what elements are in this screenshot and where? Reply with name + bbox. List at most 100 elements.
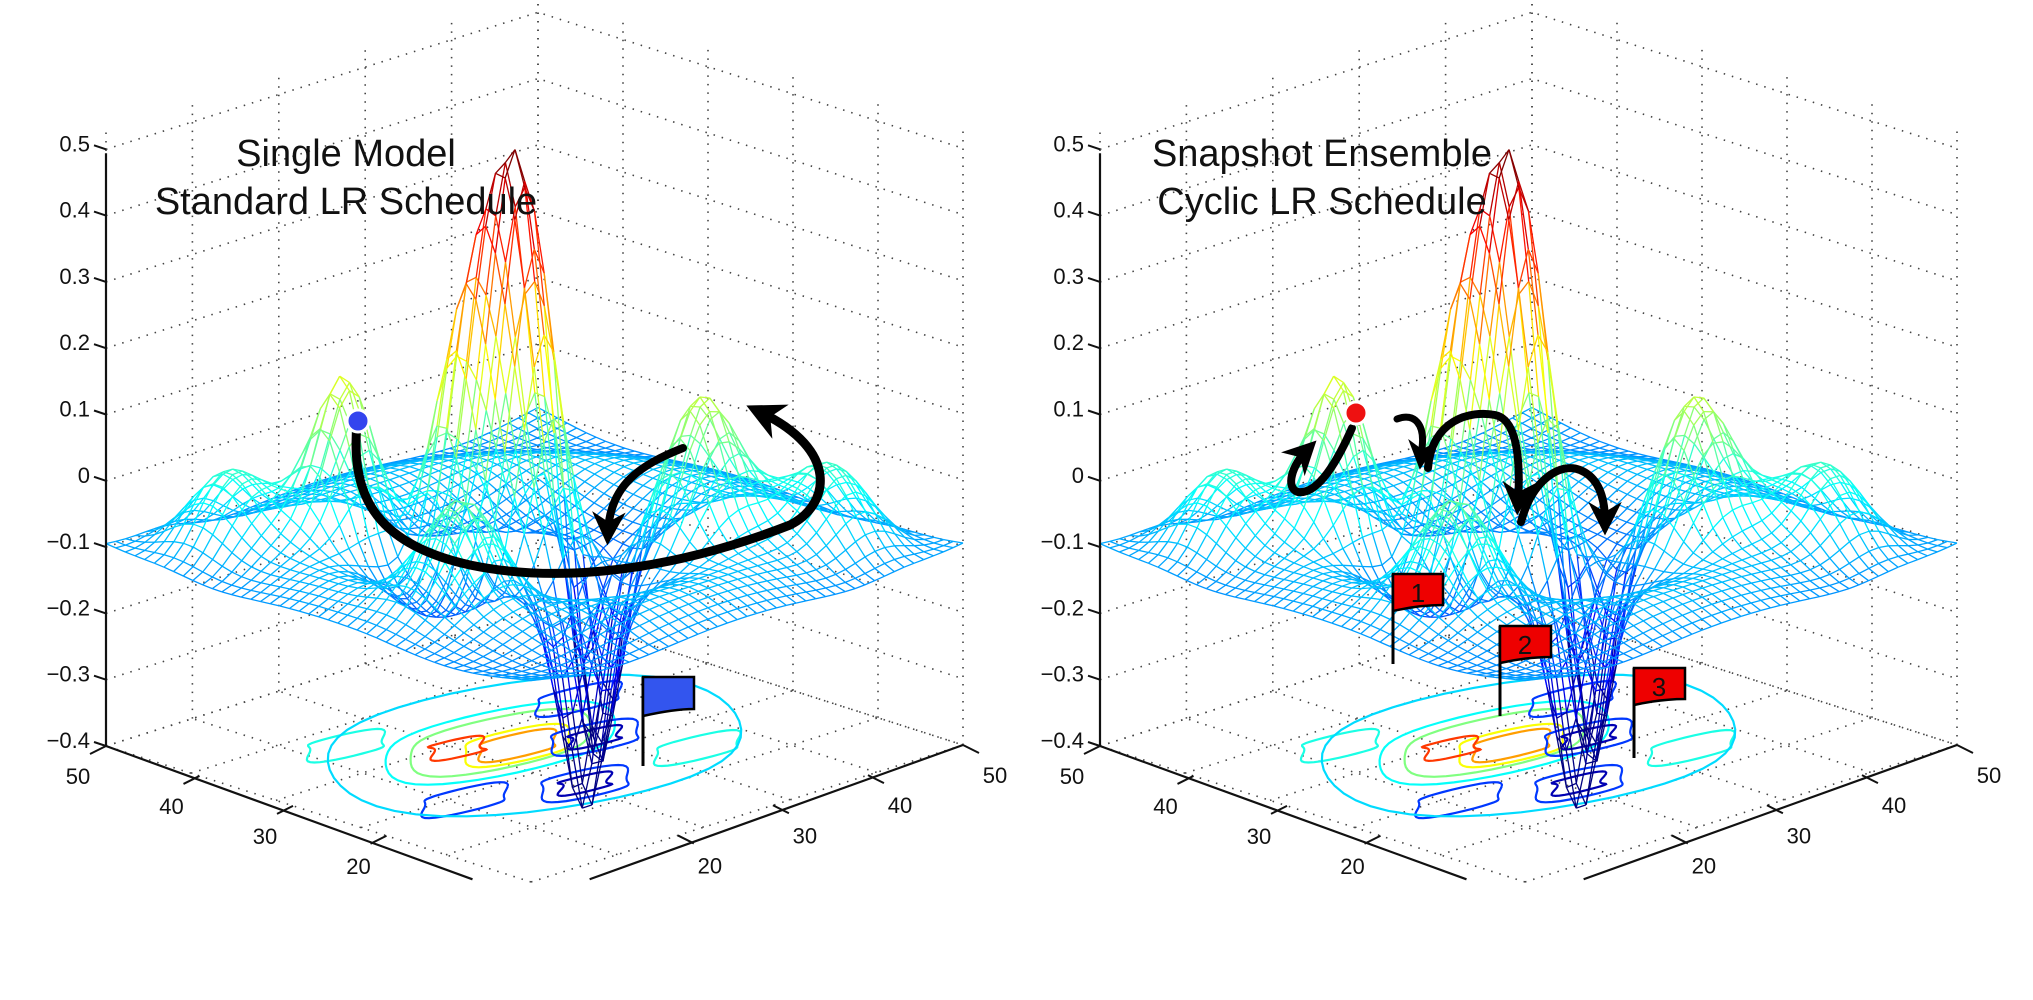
mesh-edge (504, 261, 516, 337)
mesh-edge (708, 576, 719, 582)
mesh-edge (279, 595, 290, 600)
mesh-edge (309, 506, 321, 523)
mesh-edge (687, 626, 699, 635)
mesh-edge (836, 481, 847, 486)
mesh-edge (593, 493, 605, 504)
mesh-edge (613, 466, 625, 473)
mesh-edge (787, 473, 798, 485)
mesh-edge (572, 475, 584, 515)
mesh-edge (182, 566, 194, 577)
mesh-edge (398, 508, 410, 519)
mesh-edge (1636, 477, 1648, 487)
mesh-edge (924, 536, 935, 541)
mesh-edge (594, 459, 605, 465)
mesh-edge (356, 629, 368, 635)
mesh-edge (525, 521, 536, 528)
mesh-edge (1364, 475, 1375, 480)
mesh-edge (240, 589, 252, 598)
mesh-edge (348, 579, 359, 584)
mesh-edge (1521, 427, 1532, 434)
mesh-edge (768, 494, 779, 499)
mesh-edge (622, 493, 634, 505)
mesh-edge (1560, 432, 1571, 439)
mesh-edge (309, 583, 320, 588)
mesh-edge (456, 361, 468, 439)
mesh-edge (202, 571, 213, 578)
mesh-edge (192, 571, 204, 581)
mesh-edge (747, 582, 758, 587)
mesh-edge (777, 556, 788, 561)
mesh-edge (437, 490, 448, 496)
mesh-edge (639, 603, 650, 611)
minimum-flag (641, 675, 696, 766)
mesh-edge (241, 547, 253, 562)
mesh-edge (356, 608, 368, 619)
mesh-edge (1521, 412, 1533, 419)
mesh-edge (260, 510, 272, 524)
mesh-edge (438, 481, 449, 491)
mesh-edge (884, 547, 895, 560)
mesh-edge (766, 587, 777, 592)
mesh-edge (339, 390, 350, 409)
mesh-edge (874, 575, 885, 582)
mesh-edge (308, 595, 320, 605)
mesh-edge (582, 514, 594, 558)
mesh-edge (669, 571, 680, 574)
mesh-edge (689, 563, 700, 568)
mesh-edge (669, 587, 680, 591)
mesh-edge (526, 459, 537, 466)
mesh-edge (289, 578, 300, 583)
mesh-edge (231, 584, 242, 589)
mesh-edge (222, 479, 234, 490)
mesh-edge (514, 219, 526, 288)
mesh-edge (1666, 467, 1677, 470)
mesh-edge (855, 480, 867, 497)
mesh-edge (708, 411, 720, 444)
mesh-edge (662, 492, 673, 498)
mesh-edge (485, 215, 497, 296)
mesh-edge (670, 471, 682, 506)
mesh-edge (340, 487, 351, 493)
mesh-edge (397, 500, 409, 515)
mesh-edge (329, 399, 341, 435)
mesh-edge (221, 552, 233, 567)
grid-line (105, 11, 964, 151)
mesh-edge (366, 633, 377, 639)
mesh-edge (1627, 465, 1638, 472)
mesh-edge (398, 513, 409, 518)
mesh-edge (524, 180, 536, 212)
mesh-edge (699, 397, 711, 408)
y-tick-label: 20 (698, 853, 722, 878)
mesh-edge (378, 456, 389, 495)
mesh-edge (241, 537, 252, 549)
mesh-edge (299, 436, 312, 468)
mesh-edge (649, 599, 660, 606)
mesh-edge (864, 572, 875, 582)
mesh-edge (338, 547, 350, 555)
mesh-edge (476, 502, 488, 513)
mesh-edge (290, 569, 300, 574)
mesh-edge (327, 611, 339, 621)
mesh-edge (560, 644, 572, 652)
mesh-edge (1636, 468, 1648, 475)
mesh-edge (251, 484, 263, 496)
mesh-edge (414, 635, 426, 645)
mesh-edge (1587, 493, 1599, 504)
mesh-edge (1569, 456, 1580, 461)
mesh-edge (329, 433, 341, 451)
mesh-edge (453, 615, 465, 627)
mesh-edge (192, 566, 204, 573)
mesh-edge (535, 507, 546, 516)
mesh-edge (623, 466, 634, 472)
mesh-edge (776, 559, 788, 569)
mesh-edge (536, 459, 547, 466)
mesh-edge (662, 468, 673, 474)
mesh-edge (698, 559, 710, 568)
mesh-edge (425, 537, 436, 541)
mesh-edge (434, 641, 445, 649)
mesh-edge (1521, 432, 1532, 439)
mesh-edge (466, 379, 478, 452)
mesh-edge (426, 425, 438, 494)
mesh-edge (903, 555, 915, 564)
mesh-edge (1588, 456, 1599, 461)
